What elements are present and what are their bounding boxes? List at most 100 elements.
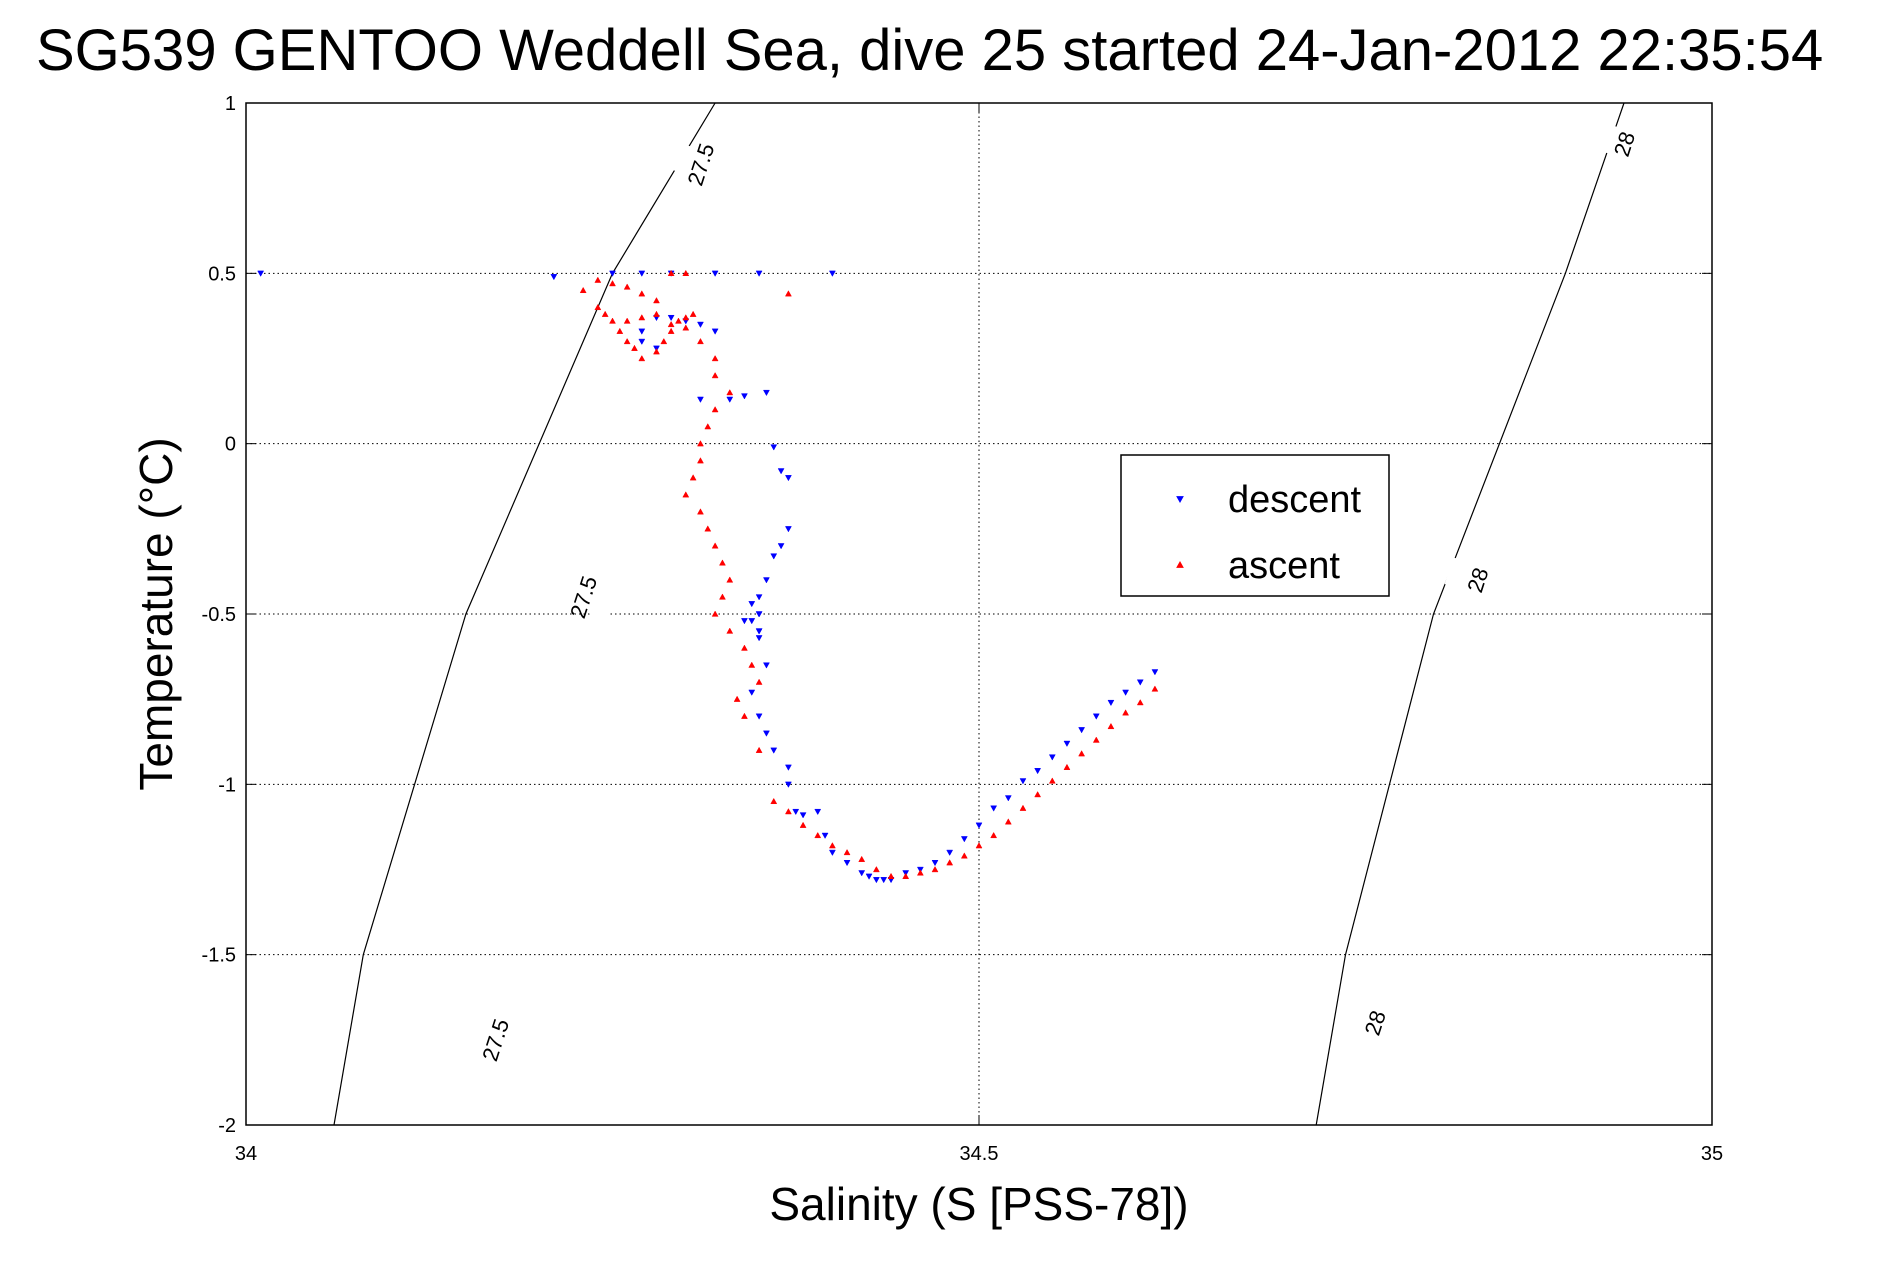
- data-point-descent: [880, 877, 888, 884]
- data-point-descent: [777, 543, 785, 550]
- data-point-ascent: [916, 869, 924, 876]
- y-tick-label: -1.5: [202, 945, 236, 967]
- data-point-descent: [763, 730, 770, 737]
- data-point-ascent: [755, 746, 763, 753]
- data-point-ascent: [594, 303, 602, 311]
- data-point-ascent: [616, 327, 624, 334]
- data-point-descent: [755, 713, 763, 720]
- x-tick-label: 34.5: [960, 1143, 999, 1165]
- contour-label-bg: [462, 1017, 529, 1063]
- data-point-ascent: [711, 372, 719, 379]
- y-tick-label: -1: [218, 774, 236, 796]
- legend-marker-ascent: [1176, 560, 1184, 568]
- contour-label-bg: [1341, 1000, 1408, 1046]
- data-point-descent: [257, 270, 265, 277]
- data-point-ascent: [784, 290, 792, 297]
- data-point-ascent: [697, 508, 704, 515]
- data-point-descent: [828, 849, 836, 856]
- data-point-ascent: [689, 474, 697, 481]
- y-axis-label: Temperature (°C): [130, 437, 182, 790]
- data-point-descent: [770, 444, 778, 451]
- data-point-descent: [755, 635, 763, 642]
- data-point-descent: [799, 812, 807, 819]
- data-point-descent: [697, 396, 704, 403]
- data-point-ascent: [1122, 709, 1130, 716]
- data-point-ascent: [755, 678, 763, 685]
- data-point-ascent: [748, 661, 756, 668]
- data-point-descent: [763, 662, 770, 669]
- data-point-ascent: [770, 797, 778, 805]
- data-point-descent: [784, 475, 792, 482]
- contour-label-bg: [550, 574, 617, 620]
- data-point-ascent: [1004, 818, 1012, 825]
- contour-label-bg: [1591, 121, 1657, 167]
- data-point-ascent: [667, 320, 675, 328]
- data-point-descent: [872, 877, 880, 884]
- chart-title: SG539 GENTOO Weddell Sea, dive 25 starte…: [36, 18, 1823, 83]
- data-point-ascent: [638, 290, 646, 297]
- data-point-ascent: [704, 423, 712, 430]
- y-tick-label: -0.5: [202, 604, 236, 626]
- data-point-descent: [755, 611, 763, 618]
- data-point-ascent: [858, 855, 866, 862]
- data-point-descent: [975, 822, 983, 829]
- data-point-descent: [770, 747, 778, 754]
- data-point-ascent: [609, 280, 616, 287]
- data-point-ascent: [667, 327, 675, 334]
- legend-label-descent: descent: [1228, 479, 1362, 521]
- data-point-descent: [638, 328, 646, 335]
- data-point-descent: [1136, 679, 1144, 686]
- data-point-ascent: [1063, 763, 1071, 770]
- legend-marker-descent: [1176, 496, 1184, 504]
- data-point-descent: [865, 873, 873, 880]
- data-point-ascent: [1151, 685, 1159, 692]
- data-point-ascent: [960, 852, 968, 859]
- data-point-ascent: [609, 317, 616, 324]
- data-point-descent: [843, 860, 851, 867]
- data-point-ascent: [601, 310, 609, 317]
- data-point-descent: [1019, 778, 1027, 785]
- data-point-descent: [1151, 669, 1159, 676]
- data-point-descent: [748, 689, 756, 696]
- data-point-ascent: [741, 712, 748, 719]
- data-point-ascent: [623, 283, 631, 290]
- data-point-descent: [814, 808, 822, 816]
- data-point-descent: [828, 270, 836, 277]
- data-point-descent: [1048, 754, 1056, 761]
- data-point-descent: [931, 860, 939, 867]
- data-point-ascent: [660, 337, 668, 345]
- data-point-descent: [784, 526, 792, 533]
- data-point-descent: [1092, 713, 1100, 720]
- data-point-ascent: [1034, 791, 1042, 798]
- data-point-descent: [711, 270, 719, 277]
- x-axis-label: Salinity (S [PSS-78]): [769, 1178, 1188, 1230]
- x-tick-label: 34: [235, 1143, 257, 1165]
- data-point-ascent: [638, 314, 646, 321]
- data-point-descent: [946, 849, 954, 856]
- data-point-descent: [711, 328, 719, 335]
- y-tick-label: -2: [218, 1115, 236, 1137]
- data-point-ascent: [653, 310, 660, 317]
- data-point-descent: [784, 781, 792, 788]
- data-point-descent: [741, 618, 748, 625]
- data-point-ascent: [711, 542, 719, 549]
- data-point-ascent: [711, 406, 719, 413]
- data-point-descent: [1107, 699, 1115, 707]
- contour-line-27-5: [333, 102, 716, 1126]
- data-point-descent: [609, 270, 616, 277]
- data-point-descent: [792, 808, 800, 816]
- data-point-ascent: [653, 297, 660, 304]
- data-point-ascent: [719, 559, 726, 566]
- series-ascent: [579, 269, 1159, 879]
- data-point-ascent: [682, 491, 690, 498]
- data-point-ascent: [719, 593, 726, 600]
- data-point-descent: [960, 836, 968, 843]
- data-point-descent: [741, 393, 748, 400]
- data-point-ascent: [1107, 722, 1115, 730]
- data-point-ascent: [726, 576, 734, 583]
- data-point-ascent: [711, 354, 719, 362]
- data-point-descent: [821, 832, 829, 839]
- data-point-ascent: [1078, 750, 1086, 757]
- data-point-ascent: [990, 831, 998, 839]
